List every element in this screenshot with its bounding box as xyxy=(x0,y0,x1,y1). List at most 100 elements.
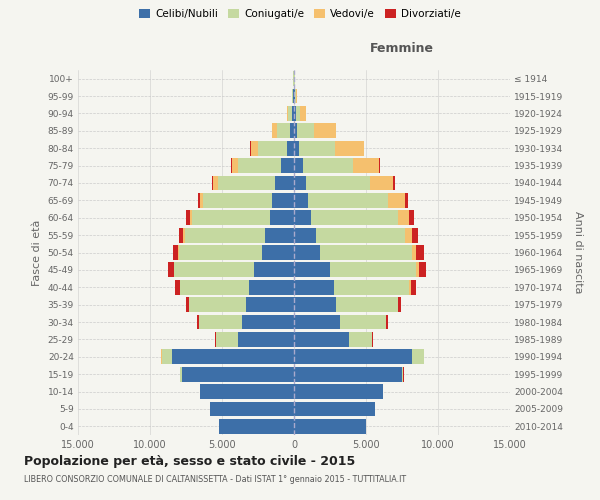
Bar xyxy=(258,141,287,156)
Bar xyxy=(419,262,427,278)
Bar xyxy=(178,245,179,260)
Bar xyxy=(349,332,372,347)
Bar xyxy=(218,176,275,190)
Bar xyxy=(242,314,294,330)
Bar xyxy=(405,193,408,208)
Bar xyxy=(402,367,403,382)
Bar xyxy=(409,280,410,294)
Bar xyxy=(287,106,288,121)
Bar xyxy=(294,158,302,173)
Y-axis label: Fasce di età: Fasce di età xyxy=(32,220,42,286)
Bar xyxy=(294,262,330,278)
Bar xyxy=(281,158,294,173)
Bar xyxy=(308,193,388,208)
Bar xyxy=(292,106,294,121)
Y-axis label: Anni di nascita: Anni di nascita xyxy=(573,211,583,294)
Bar xyxy=(192,210,269,225)
Bar xyxy=(238,332,294,347)
Bar xyxy=(305,176,370,190)
Bar xyxy=(294,384,383,399)
Bar xyxy=(295,88,296,104)
Bar xyxy=(296,106,300,121)
Bar xyxy=(190,210,192,225)
Bar xyxy=(185,228,265,242)
Bar xyxy=(231,158,232,173)
Bar xyxy=(214,176,218,190)
Bar xyxy=(294,141,299,156)
Bar xyxy=(370,176,394,190)
Bar xyxy=(288,106,292,121)
Bar xyxy=(186,210,190,225)
Bar xyxy=(203,193,272,208)
Bar xyxy=(179,228,184,242)
Bar xyxy=(388,193,405,208)
Bar xyxy=(410,280,416,294)
Bar xyxy=(294,193,308,208)
Bar xyxy=(314,124,336,138)
Bar xyxy=(294,367,402,382)
Bar xyxy=(290,124,294,138)
Bar xyxy=(254,262,294,278)
Bar xyxy=(386,314,388,330)
Bar xyxy=(250,280,294,294)
Bar xyxy=(294,419,366,434)
Bar xyxy=(211,402,294,416)
Bar xyxy=(335,141,364,156)
Bar xyxy=(219,419,294,434)
Bar xyxy=(182,367,294,382)
Bar xyxy=(294,245,320,260)
Bar xyxy=(200,384,294,399)
Bar xyxy=(197,314,199,330)
Bar xyxy=(398,298,401,312)
Bar xyxy=(168,262,174,278)
Bar xyxy=(416,262,419,278)
Bar xyxy=(302,158,353,173)
Bar xyxy=(294,314,340,330)
Bar xyxy=(330,262,416,278)
Bar xyxy=(238,158,281,173)
Bar xyxy=(294,228,316,242)
Bar xyxy=(405,228,412,242)
Bar xyxy=(294,280,334,294)
Bar xyxy=(200,193,203,208)
Bar xyxy=(294,176,305,190)
Bar xyxy=(372,332,373,347)
Bar xyxy=(292,88,293,104)
Bar xyxy=(172,350,294,364)
Bar xyxy=(334,280,409,294)
Bar xyxy=(412,350,424,364)
Bar xyxy=(269,210,294,225)
Bar xyxy=(394,176,395,190)
Bar xyxy=(293,88,294,104)
Bar xyxy=(412,245,416,260)
Bar xyxy=(184,228,185,242)
Bar xyxy=(294,88,295,104)
Bar xyxy=(212,176,214,190)
Bar xyxy=(412,228,418,242)
Bar xyxy=(294,106,296,121)
Bar xyxy=(197,193,200,208)
Bar xyxy=(189,298,247,312)
Bar xyxy=(294,350,412,364)
Bar xyxy=(296,88,298,104)
Bar xyxy=(311,210,398,225)
Bar xyxy=(398,210,409,225)
Bar xyxy=(294,298,336,312)
Bar xyxy=(251,141,258,156)
Bar xyxy=(175,262,254,278)
Bar xyxy=(262,245,294,260)
Text: Femmine: Femmine xyxy=(370,42,434,56)
Bar xyxy=(353,158,379,173)
Bar xyxy=(265,228,294,242)
Bar xyxy=(294,332,349,347)
Bar xyxy=(336,298,398,312)
Bar xyxy=(294,210,311,225)
Bar xyxy=(287,141,294,156)
Bar xyxy=(215,332,216,347)
Bar xyxy=(277,124,290,138)
Bar xyxy=(232,158,238,173)
Bar xyxy=(300,106,306,121)
Bar xyxy=(180,367,182,382)
Bar xyxy=(340,314,386,330)
Bar xyxy=(379,158,380,173)
